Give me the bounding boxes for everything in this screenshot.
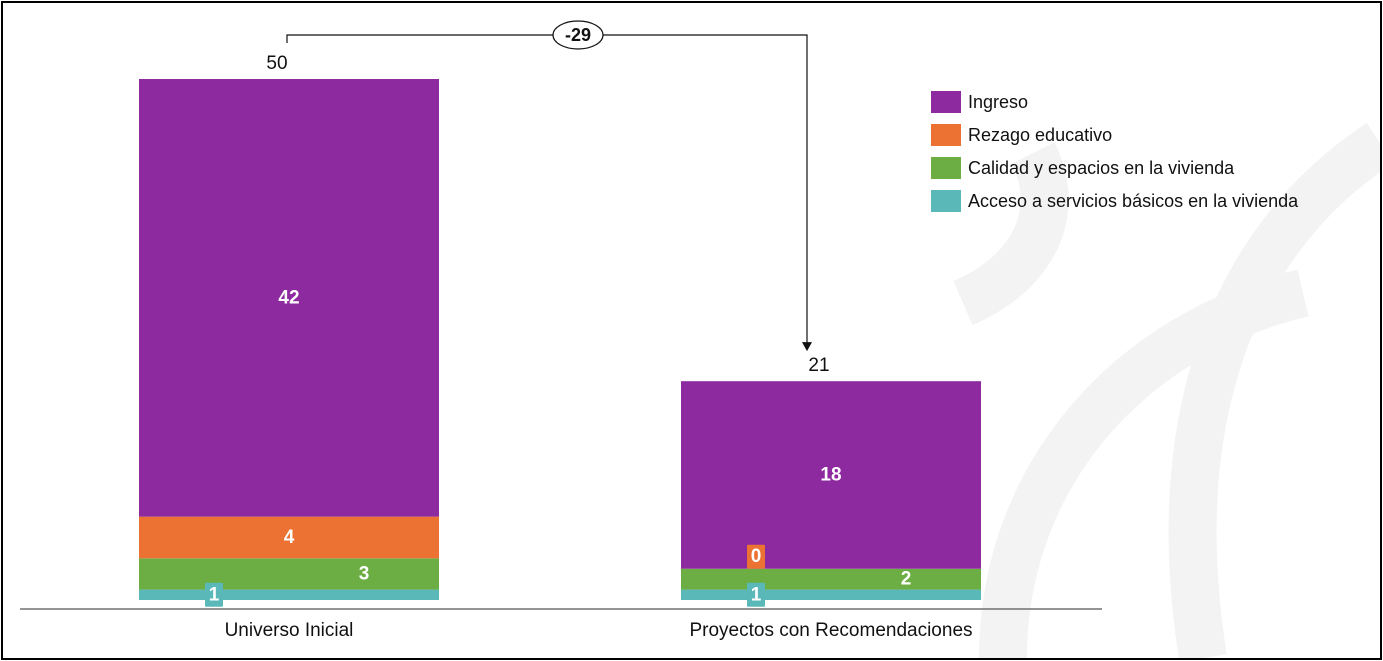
legend-label-acceso-a-servicios-basicos-en-la-vivienda: Acceso a servicios básicos en la viviend…	[968, 191, 1299, 211]
bars-group	[139, 79, 981, 600]
bar-segment-calidad-y-espacios-en-la-vivienda	[681, 568, 981, 590]
legend-swatch-rezago-educativo	[931, 124, 961, 146]
data-label: 0	[751, 546, 762, 567]
legend-label-ingreso: Ingreso	[968, 92, 1028, 112]
difference-arrow-head	[802, 342, 812, 352]
bar-segment-rezago-educativo	[139, 516, 439, 559]
bar-segment-acceso-a-servicios-basicos-en-la-vivienda	[139, 589, 439, 600]
watermark-logo	[952, 122, 1380, 658]
legend-swatch-ingreso	[931, 91, 961, 113]
difference-connector: -29	[286, 20, 812, 352]
bar-segment-ingreso	[681, 381, 981, 569]
data-label-badge	[747, 544, 765, 569]
data-label: 3	[359, 563, 370, 584]
data-label-badge	[747, 582, 765, 607]
difference-value: -29	[565, 25, 591, 45]
data-label: 42	[278, 287, 299, 308]
legend: Ingreso Rezago educativo Calidad y espacio…	[931, 91, 1299, 212]
legend-label-calidad-y-espacios-en-la-vivienda: Calidad y espacios en la vivienda	[968, 158, 1235, 178]
data-label: 4	[284, 527, 295, 548]
data-label: 1	[209, 584, 220, 605]
bar-total-label: 50	[266, 53, 287, 74]
legend-swatch-acceso-a-servicios-basicos-en-la-vivienda	[931, 190, 961, 212]
legend-label-rezago-educativo: Rezago educativo	[968, 125, 1112, 145]
bar-segment-acceso-a-servicios-basicos-en-la-vivienda	[681, 589, 981, 600]
bar-segment-calidad-y-espacios-en-la-vivienda	[139, 558, 439, 590]
data-label: 2	[901, 569, 912, 590]
legend-swatch-calidad-y-espacios-en-la-vivienda	[931, 157, 961, 179]
data-label-badge	[205, 582, 223, 607]
bar-segment-ingreso	[139, 79, 439, 517]
category-label: Universo Inicial	[225, 620, 354, 641]
data-label: 18	[820, 464, 841, 485]
data-label: 1	[751, 584, 762, 605]
difference-badge	[552, 20, 604, 50]
bar-total-label: 21	[808, 355, 829, 376]
difference-connector-line	[286, 34, 808, 344]
category-label: Proyectos con Recomendaciones	[689, 620, 972, 641]
